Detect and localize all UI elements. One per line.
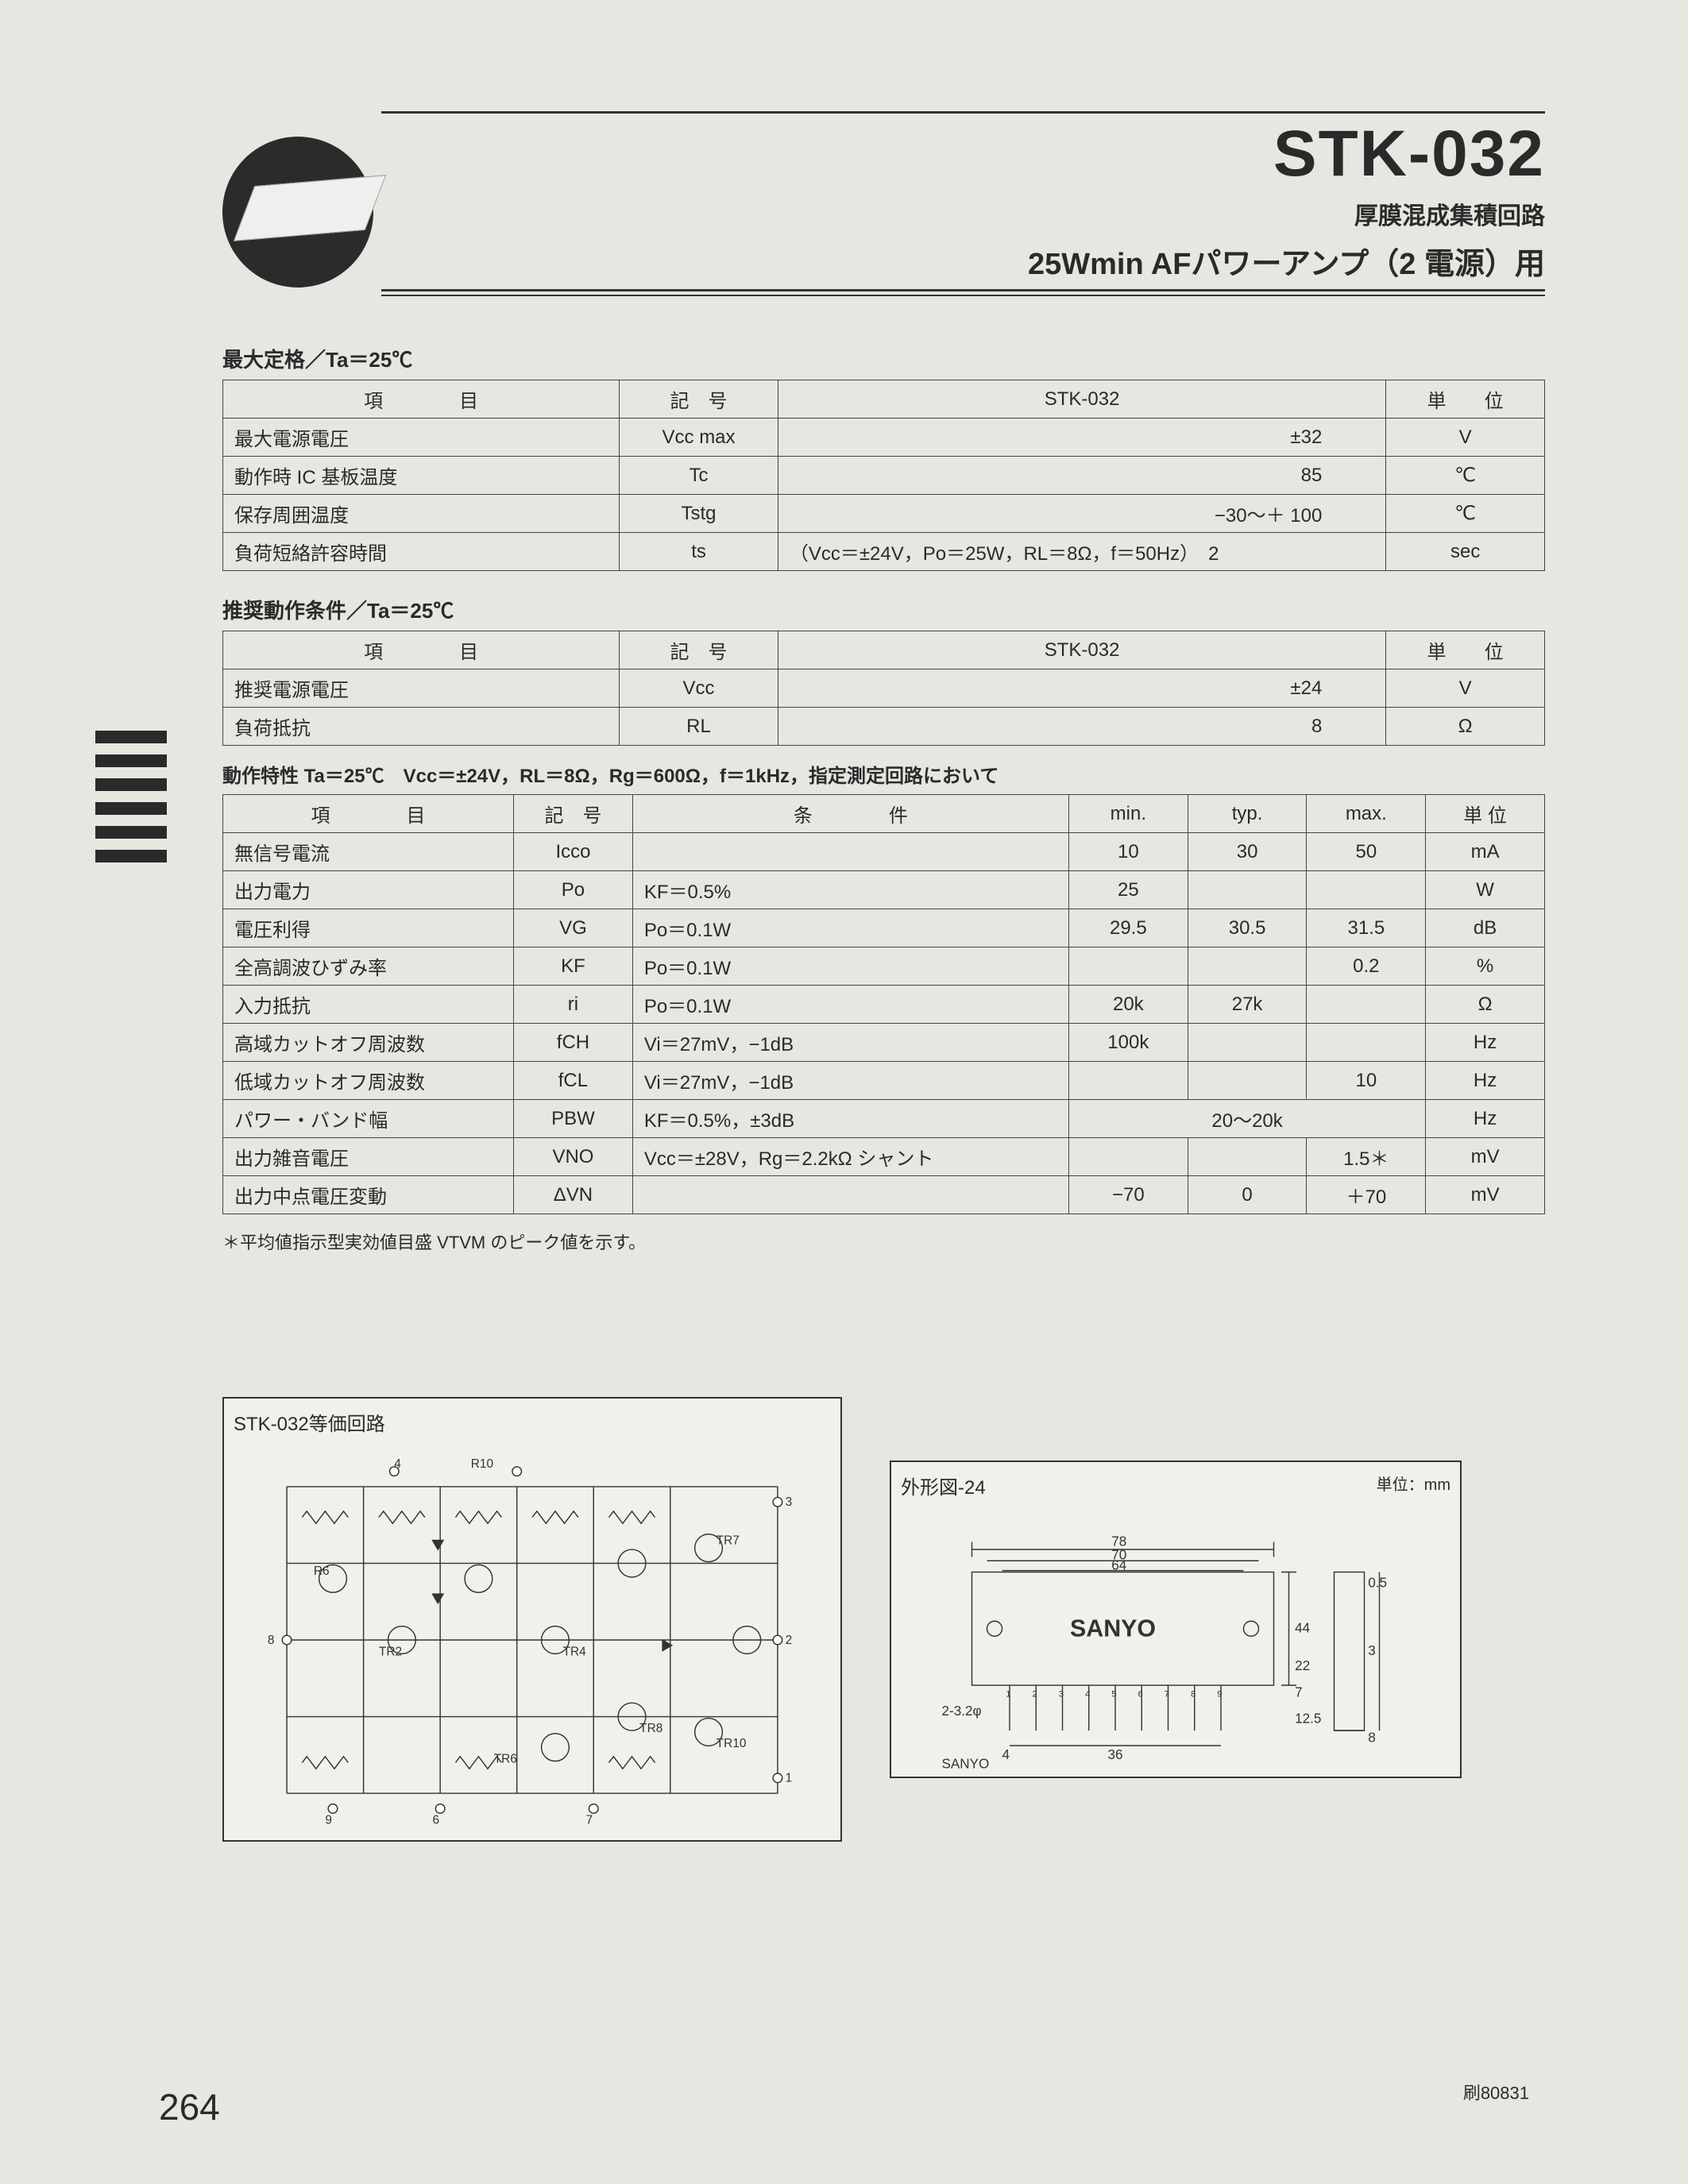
svg-text:7: 7	[1165, 1689, 1169, 1699]
col-min: min.	[1068, 795, 1188, 833]
equivalent-circuit-diagram: STK-032等価回路	[222, 1397, 842, 1842]
table-row: 推奨電源電圧Vcc±24V	[223, 669, 1545, 708]
svg-text:6: 6	[433, 1814, 440, 1827]
svg-text:1: 1	[786, 1772, 793, 1785]
table-row: 最大電源電圧Vcc max±32V	[223, 419, 1545, 457]
table-row: 高域カットオフ周波数fCHVi＝27mV，−1dB100kHz	[223, 1024, 1545, 1062]
svg-text:TR4: TR4	[563, 1645, 587, 1658]
col-unit: 単 位	[1386, 631, 1545, 669]
col-item: 項 目	[223, 380, 620, 419]
table-row: パワー・バンド幅PBWKF＝0.5%，±3dB20～20kHz	[223, 1100, 1545, 1138]
outline-unit-label: 単位：mm	[1377, 1472, 1450, 1504]
svg-text:64: 64	[1111, 1558, 1126, 1573]
table-row: 負荷抵抗RL8Ω	[223, 708, 1545, 746]
outline-title: 外形図-24	[901, 1472, 986, 1499]
print-code: 刷80831	[1463, 2079, 1529, 2105]
svg-text:3: 3	[1059, 1689, 1064, 1699]
section-max-ratings: 最大定格／Ta＝25℃	[222, 344, 1545, 373]
col-item: 項 目	[223, 631, 620, 669]
package-outline-diagram: 外形図-24 単位：mm	[890, 1461, 1462, 1778]
col-value: STK-032	[778, 631, 1385, 669]
footnote: ＊平均値指示型実効値目盛 VTVM のピーク値を示す。	[222, 1229, 1545, 1254]
svg-text:12.5: 12.5	[1295, 1711, 1321, 1727]
svg-text:44: 44	[1295, 1621, 1310, 1636]
table-header-row: 項 目 記 号 STK-032 単 位	[223, 380, 1545, 419]
table-rec-cond: 項 目 記 号 STK-032 単 位 推奨電源電圧Vcc±24V 負荷抵抗RL…	[222, 631, 1545, 746]
table-row: 負荷短絡許容時間ts（Vcc＝±24V，Po＝25W，RL＝8Ω，f＝50Hz）…	[223, 533, 1545, 571]
col-unit: 単 位	[1386, 380, 1545, 419]
svg-text:9: 9	[1217, 1689, 1222, 1699]
svg-text:36: 36	[1108, 1747, 1123, 1762]
svg-text:7: 7	[1295, 1684, 1303, 1700]
svg-text:1: 1	[1006, 1689, 1010, 1699]
table-row: 出力電力PoKF＝0.5%25W	[223, 871, 1545, 909]
circuit-title: STK-032等価回路	[234, 1408, 831, 1436]
svg-text:0.5: 0.5	[1368, 1576, 1387, 1591]
table-row: 出力中点電圧変動ΔVN−700＋70mV	[223, 1176, 1545, 1214]
col-symbol: 記 号	[620, 380, 778, 419]
svg-text:R6: R6	[314, 1565, 330, 1578]
svg-text:4: 4	[1002, 1747, 1010, 1762]
svg-text:22: 22	[1295, 1658, 1310, 1673]
svg-text:TR8: TR8	[639, 1722, 662, 1735]
part-number: STK-032	[381, 117, 1545, 191]
col-typ: typ.	[1188, 795, 1307, 833]
diagrams-row: STK-032等価回路	[222, 1397, 1545, 1842]
svg-text:9: 9	[325, 1814, 332, 1827]
page-number: 264	[159, 2086, 220, 2128]
svg-text:6: 6	[1138, 1689, 1143, 1699]
svg-text:8: 8	[1191, 1689, 1196, 1699]
title-block: STK-032 厚膜混成集積回路 25Wmin AFパワーアンプ（2 電源）用	[381, 111, 1545, 320]
svg-text:R10: R10	[471, 1457, 493, 1471]
svg-text:3: 3	[786, 1495, 793, 1509]
svg-text:TR7: TR7	[717, 1534, 740, 1547]
table-op-char: 項 目 記 号 条 件 min. typ. max. 単 位 無信号電流Icco…	[222, 794, 1545, 1214]
col-value: STK-032	[778, 380, 1385, 419]
svg-text:TR10: TR10	[717, 1737, 747, 1750]
svg-text:2: 2	[1033, 1689, 1037, 1699]
svg-text:TR6: TR6	[494, 1752, 517, 1765]
svg-text:2-3.2φ: 2-3.2φ	[942, 1704, 982, 1719]
svg-text:4: 4	[1085, 1689, 1090, 1699]
svg-text:SANYO: SANYO	[1070, 1615, 1156, 1642]
subtitle-type: 厚膜混成集積回路	[381, 196, 1545, 231]
table-row: 動作時 IC 基板温度Tc85℃	[223, 457, 1545, 495]
table-header-row: 項 目 記 号 STK-032 単 位	[223, 631, 1545, 669]
table-row: 電圧利得VGPo＝0.1W29.530.531.5dB	[223, 909, 1545, 947]
col-max: max.	[1307, 795, 1426, 833]
svg-text:7: 7	[586, 1814, 593, 1827]
section-op-char: 動作特性 Ta＝25℃ Vcc＝±24V，RL＝8Ω，Rg＝600Ω，f＝1kH…	[222, 760, 1545, 788]
chip-photo-icon	[222, 137, 381, 295]
svg-text:TR2: TR2	[379, 1645, 402, 1658]
table-row: 無信号電流Icco103050mA	[223, 833, 1545, 871]
outline-svg: 78 70 64 44 22 7 12.5 2-3.2φ 4 36 8 0.5 …	[901, 1504, 1450, 1776]
margin-index-bars	[95, 731, 167, 874]
col-unit: 単 位	[1426, 795, 1545, 833]
svg-text:3: 3	[1368, 1643, 1376, 1658]
section-rec-cond: 推奨動作条件／Ta＝25℃	[222, 595, 1545, 624]
svg-text:8: 8	[268, 1634, 275, 1647]
table-row: 保存周囲温度Tstg−30～＋ 100℃	[223, 495, 1545, 533]
svg-text:SANYO: SANYO	[942, 1757, 990, 1772]
svg-text:78: 78	[1111, 1534, 1126, 1549]
col-symbol: 記 号	[620, 631, 778, 669]
table-max-ratings: 項 目 記 号 STK-032 単 位 最大電源電圧Vcc max±32V 動作…	[222, 380, 1545, 571]
subtitle-desc: 25Wmin AFパワーアンプ（2 電源）用	[381, 239, 1545, 283]
svg-text:8: 8	[1368, 1730, 1376, 1745]
svg-text:4: 4	[394, 1457, 401, 1471]
svg-text:5: 5	[1111, 1689, 1116, 1699]
circuit-svg: R10 4 3 2 1 8 9 6 7 R6 TR7 TR10 TR2 TR4 …	[234, 1441, 831, 1839]
col-cond: 条 件	[632, 795, 1068, 833]
table-row: 低域カットオフ周波数fCLVi＝27mV，−1dB10Hz	[223, 1062, 1545, 1100]
table-header-row: 項 目 記 号 条 件 min. typ. max. 単 位	[223, 795, 1545, 833]
col-item: 項 目	[223, 795, 514, 833]
table-row: 出力雑音電圧VNOVcc＝±28V，Rg＝2.2kΩ シャント1.5＊mV	[223, 1138, 1545, 1176]
table-row: 全高調波ひずみ率KFPo＝0.1W0.2%	[223, 947, 1545, 986]
col-symbol: 記 号	[514, 795, 633, 833]
svg-text:2: 2	[786, 1634, 793, 1647]
table-row: 入力抵抗riPo＝0.1W20k27kΩ	[223, 986, 1545, 1024]
header-row: STK-032 厚膜混成集積回路 25Wmin AFパワーアンプ（2 電源）用	[222, 111, 1545, 320]
